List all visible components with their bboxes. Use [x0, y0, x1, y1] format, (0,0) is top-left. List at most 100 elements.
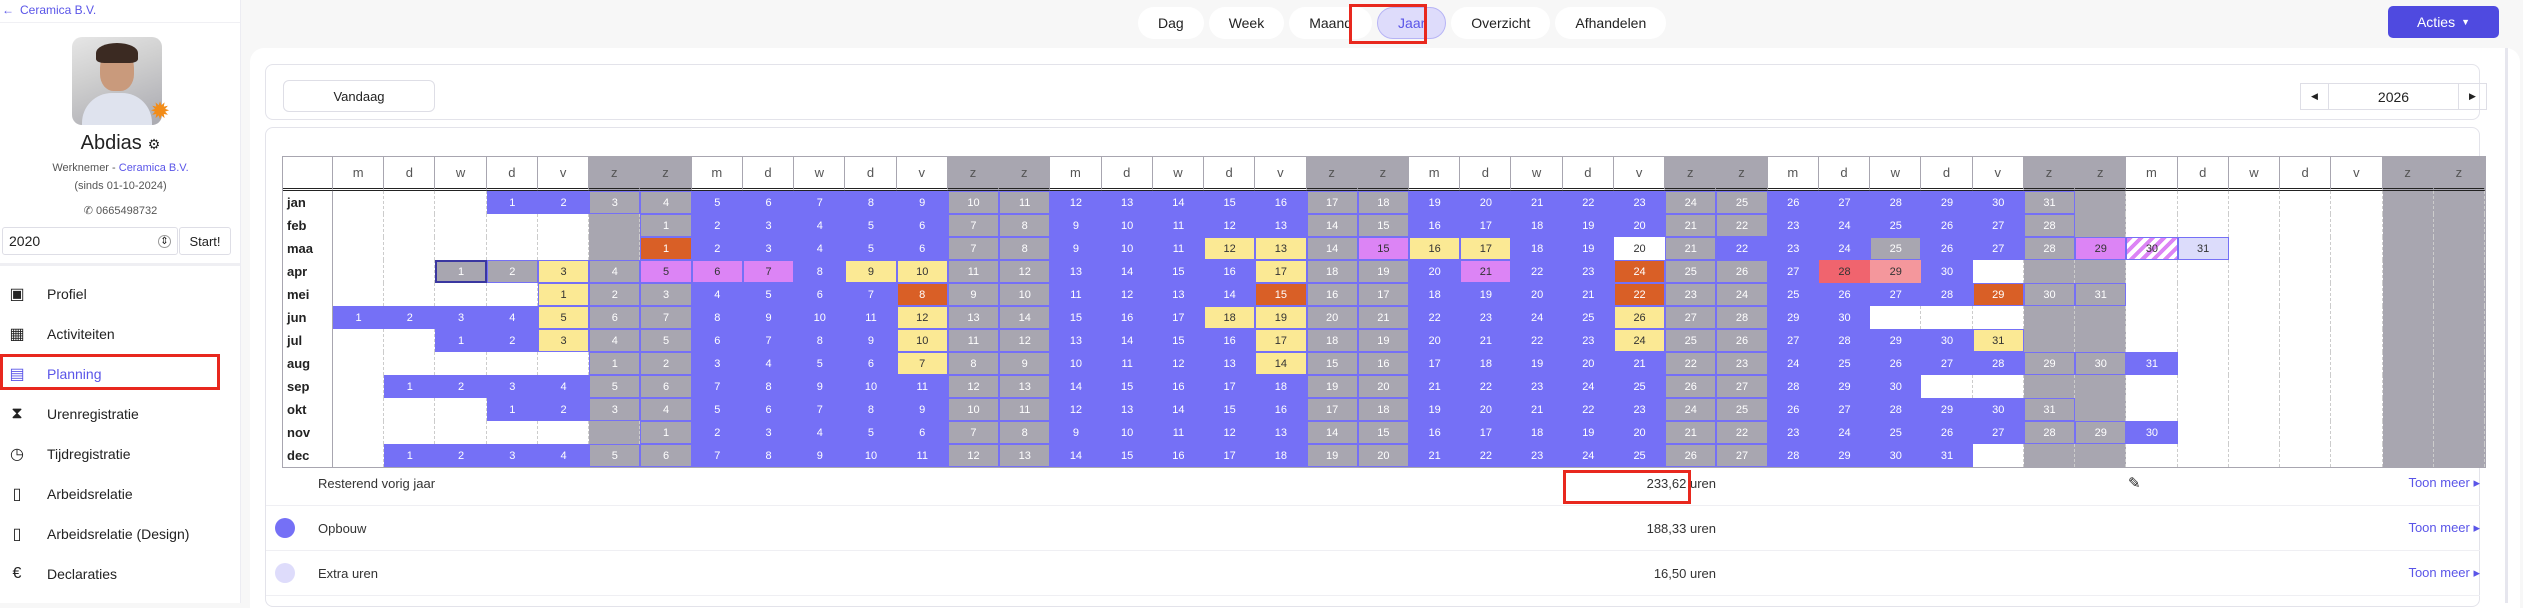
day-cell[interactable]: 9: [845, 260, 897, 283]
day-cell[interactable]: 26: [1921, 421, 1973, 444]
day-cell[interactable]: 30: [2023, 283, 2076, 306]
day-cell[interactable]: 26: [1716, 260, 1768, 283]
day-cell[interactable]: 2: [691, 214, 743, 237]
day-cell[interactable]: 2: [537, 191, 590, 214]
day-cell[interactable]: 8: [896, 283, 948, 306]
day-cell[interactable]: 2: [640, 352, 692, 375]
day-cell[interactable]: 11: [1152, 237, 1205, 260]
day-cell[interactable]: 21: [1613, 352, 1666, 375]
day-cell[interactable]: 17: [1408, 352, 1461, 375]
day-cell[interactable]: 22: [1562, 191, 1614, 214]
day-cell[interactable]: 10: [845, 444, 897, 467]
day-cell[interactable]: 10: [1101, 237, 1153, 260]
day-cell[interactable]: 7: [947, 421, 1000, 444]
day-cell[interactable]: 2: [384, 306, 436, 329]
day-cell[interactable]: 11: [999, 191, 1051, 214]
day-cell[interactable]: 16: [1255, 398, 1307, 421]
day-cell[interactable]: 10: [794, 306, 846, 329]
day-cell[interactable]: 19: [1511, 352, 1563, 375]
day-cell[interactable]: 25: [1870, 237, 1922, 260]
day-cell[interactable]: 26: [1716, 329, 1768, 352]
day-cell[interactable]: 31: [2023, 398, 2076, 421]
day-cell[interactable]: 20: [1357, 375, 1409, 398]
day-cell[interactable]: 3: [537, 260, 590, 283]
day-cell[interactable]: 24: [1818, 214, 1871, 237]
day-cell[interactable]: 23: [1767, 421, 1819, 444]
day-cell[interactable]: 4: [691, 283, 743, 306]
day-cell[interactable]: 2: [435, 375, 487, 398]
day-cell[interactable]: 13: [999, 375, 1051, 398]
day-cell[interactable]: 21: [1511, 398, 1563, 421]
day-cell[interactable]: 7: [640, 306, 692, 329]
day-cell[interactable]: 12: [1101, 283, 1153, 306]
day-cell[interactable]: 27: [1767, 260, 1819, 283]
day-cell[interactable]: 28: [2023, 421, 2076, 444]
day-cell[interactable]: 13: [1204, 352, 1256, 375]
day-cell[interactable]: 8: [999, 214, 1051, 237]
day-cell[interactable]: 15: [1152, 329, 1205, 352]
day-cell[interactable]: 17: [1306, 398, 1358, 421]
day-cell[interactable]: 27: [1972, 421, 2024, 444]
day-cell[interactable]: 27: [1870, 283, 1922, 306]
day-cell[interactable]: 2: [537, 398, 590, 421]
day-cell[interactable]: 22: [1716, 421, 1768, 444]
day-cell[interactable]: 10: [1050, 352, 1102, 375]
pencil-icon[interactable]: ✎: [2128, 475, 2141, 492]
tab-dag[interactable]: Dag: [1138, 7, 1204, 39]
day-cell[interactable]: 7: [691, 375, 743, 398]
day-cell[interactable]: 16: [1152, 375, 1205, 398]
sidebar-item-declaraties[interactable]: € Declaraties: [0, 554, 241, 594]
day-cell[interactable]: 16: [1101, 306, 1153, 329]
day-cell[interactable]: 15: [1306, 352, 1358, 375]
day-cell[interactable]: 11: [999, 398, 1051, 421]
day-cell[interactable]: 11: [896, 444, 948, 467]
day-cell[interactable]: 11: [1152, 214, 1205, 237]
day-cell[interactable]: 15: [1357, 214, 1409, 237]
day-cell[interactable]: 13: [947, 306, 1000, 329]
day-cell[interactable]: 1: [435, 329, 487, 352]
day-cell[interactable]: 26: [1870, 352, 1922, 375]
day-cell[interactable]: 6: [640, 375, 692, 398]
day-cell[interactable]: 22: [1408, 306, 1461, 329]
day-cell[interactable]: 15: [1050, 306, 1102, 329]
day-cell[interactable]: 31: [1921, 444, 1973, 467]
day-cell[interactable]: 13: [1255, 237, 1307, 260]
day-cell[interactable]: 14: [1306, 237, 1358, 260]
day-cell[interactable]: 6: [896, 237, 948, 260]
day-cell[interactable]: 26: [1921, 237, 1973, 260]
day-cell[interactable]: 22: [1511, 260, 1563, 283]
day-cell[interactable]: 5: [691, 191, 743, 214]
day-cell[interactable]: 16: [1408, 421, 1461, 444]
day-cell[interactable]: 23: [1767, 214, 1819, 237]
day-cell[interactable]: 17: [1306, 191, 1358, 214]
day-cell[interactable]: 9: [999, 352, 1051, 375]
day-cell[interactable]: 28: [1972, 352, 2024, 375]
day-cell[interactable]: 21: [1562, 283, 1614, 306]
day-cell[interactable]: 25: [1613, 375, 1666, 398]
day-cell[interactable]: 3: [742, 214, 795, 237]
day-cell[interactable]: 15: [1357, 237, 1409, 260]
day-cell[interactable]: 5: [640, 260, 692, 283]
day-cell[interactable]: 16: [1306, 283, 1358, 306]
day-cell[interactable]: 6: [589, 306, 641, 329]
day-cell[interactable]: 19: [1408, 191, 1461, 214]
day-cell[interactable]: 21: [1408, 375, 1461, 398]
day-cell[interactable]: 21: [1665, 214, 1717, 237]
day-cell[interactable]: 28: [1921, 283, 1973, 306]
day-cell[interactable]: 2: [435, 444, 487, 467]
day-cell[interactable]: 11: [1152, 421, 1205, 444]
day-cell[interactable]: 16: [1204, 329, 1256, 352]
day-cell[interactable]: 12: [896, 306, 948, 329]
day-cell[interactable]: 29: [2075, 237, 2127, 260]
day-cell[interactable]: 1: [384, 375, 436, 398]
day-cell[interactable]: 17: [1460, 421, 1512, 444]
day-cell[interactable]: 5: [742, 283, 795, 306]
day-cell[interactable]: 3: [589, 191, 641, 214]
day-cell[interactable]: 23: [1460, 306, 1512, 329]
day-cell[interactable]: 18: [1460, 352, 1512, 375]
day-cell[interactable]: 19: [1255, 306, 1307, 329]
day-cell[interactable]: 25: [1613, 444, 1666, 467]
day-cell[interactable]: 27: [1972, 214, 2024, 237]
tab-overzicht[interactable]: Overzicht: [1451, 7, 1551, 39]
day-cell[interactable]: 26: [1767, 191, 1819, 214]
